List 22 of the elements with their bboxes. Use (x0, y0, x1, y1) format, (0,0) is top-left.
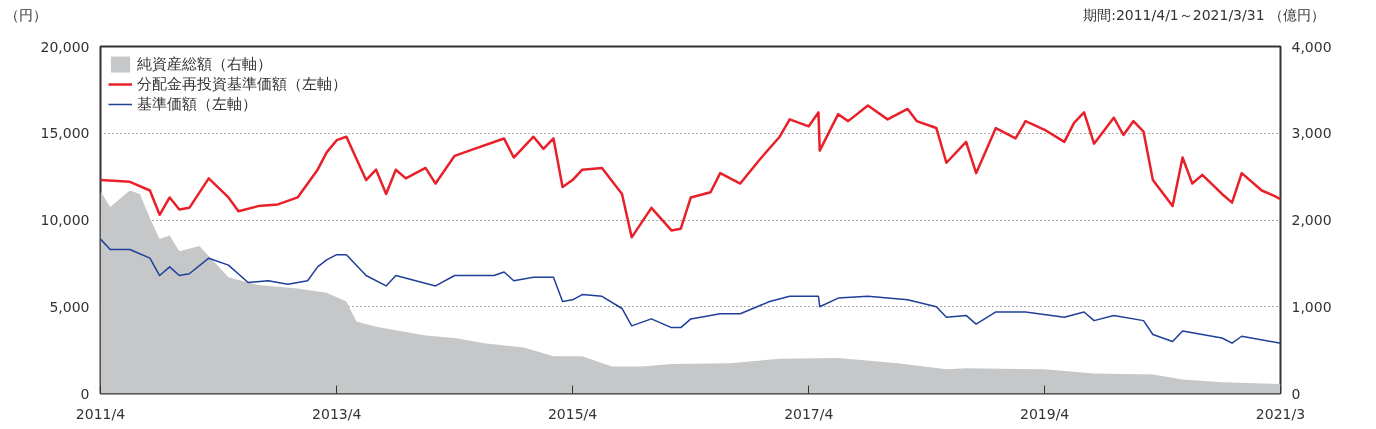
y-tick-label: 5,000 (49, 298, 90, 315)
text: 期間:2011/4/1～2021/3/31 （億円） (1083, 7, 1325, 23)
y2-tick-label: 3,000 (1291, 125, 1332, 142)
x-tick-label: 2015/4 (547, 405, 598, 422)
legend-label: 分配金再投資基準価額（左軸） (137, 74, 347, 94)
y2-tick-label: 0 (1291, 385, 1301, 402)
line-series (100, 238, 1281, 344)
x-tick-label: 2019/4 (1020, 405, 1070, 422)
y-tick-label: 10,000 (40, 212, 90, 228)
y-tick-label: 20,000 (40, 38, 90, 55)
legend-label: 純資産総額（右軸） (137, 54, 272, 74)
x-tick-label: 2021/3 (1255, 405, 1306, 422)
x-tick-label: 2011/4 (75, 405, 126, 422)
y2-tick-label: 1,000 (1291, 298, 1332, 315)
y2-tick-label: 4,000 (1291, 38, 1332, 55)
y-axis-title: （円） (5, 6, 47, 25)
y-tick-label: 15,000 (40, 125, 90, 142)
y-tick-label: 0 (80, 385, 90, 402)
y2-tick-label: 2,000 (1291, 212, 1332, 228)
x-tick-label: 2013/4 (312, 405, 362, 422)
x-tick-label: 2017/4 (784, 405, 834, 422)
legend-label: 基準価額（左軸） (137, 94, 257, 114)
